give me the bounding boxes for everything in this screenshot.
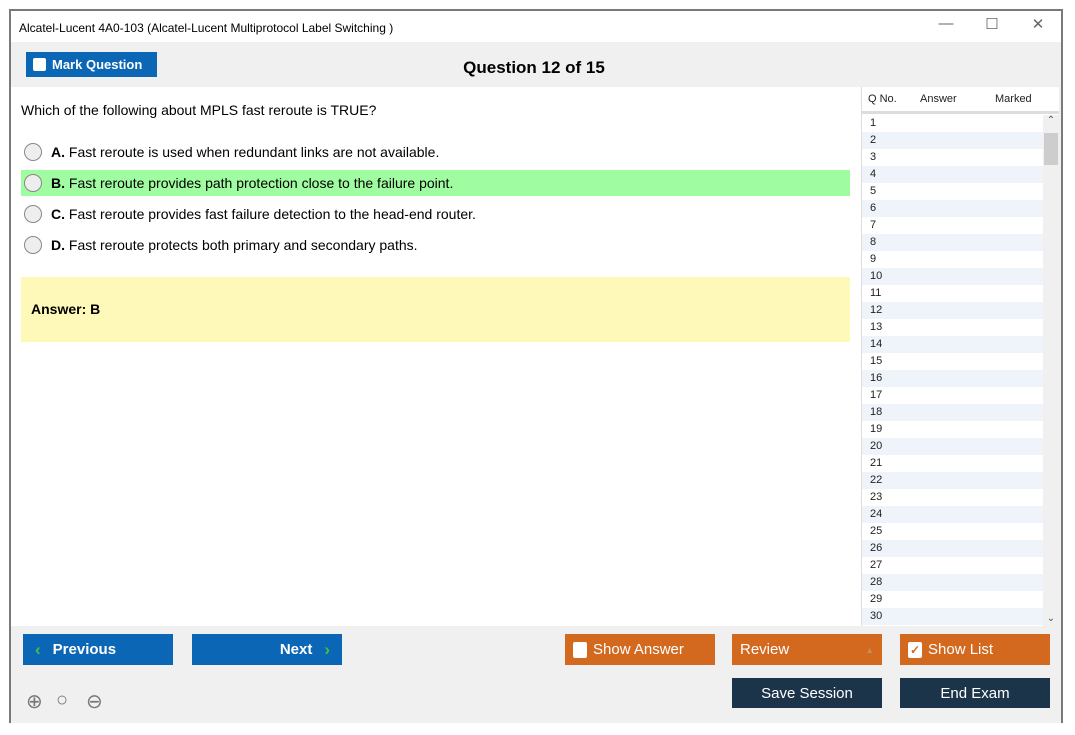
- question-text: Which of the following about MPLS fast r…: [21, 102, 377, 118]
- radio-button[interactable]: [24, 143, 42, 161]
- list-row[interactable]: 27: [870, 559, 883, 571]
- show-list-label: Show List: [928, 641, 994, 658]
- end-exam-button[interactable]: End Exam: [900, 678, 1050, 708]
- scrollbar[interactable]: ⌃ ⌄: [1043, 115, 1059, 626]
- previous-button[interactable]: ‹ Previous: [23, 634, 173, 665]
- list-row[interactable]: 19: [870, 423, 883, 435]
- question-list: Q No. Answer Marked 1 2 3 4 5 6 7 8 9 10 11 12 13 14 1…: [861, 87, 1059, 626]
- option-c[interactable]: C. Fast reroute provides fast failure de…: [21, 201, 850, 227]
- previous-label: Previous: [52, 641, 117, 658]
- list-row[interactable]: 30: [862, 608, 1044, 625]
- mark-question-button[interactable]: Mark Question: [26, 52, 157, 77]
- window-title: Alcatel-Lucent 4A0-103 (Alcatel-Lucent M…: [19, 21, 394, 35]
- option-text: Fast reroute is used when redundant link…: [68, 144, 440, 160]
- review-label: Review: [740, 641, 790, 658]
- option-text: Fast reroute protects both primary and s…: [68, 237, 418, 253]
- list-row[interactable]: 26: [862, 540, 1044, 557]
- list-row[interactable]: 6: [862, 200, 1044, 217]
- show-answer-label: Show Answer: [593, 641, 684, 658]
- option-d[interactable]: D. Fast reroute protects both primary an…: [21, 232, 850, 258]
- zoom-in-icon[interactable]: ⊕: [26, 691, 43, 713]
- save-session-button[interactable]: Save Session: [732, 678, 882, 708]
- option-b[interactable]: B. Fast reroute provides path protection…: [21, 170, 850, 196]
- list-row[interactable]: 29: [870, 593, 883, 605]
- question-area: Which of the following about MPLS fast r…: [11, 87, 861, 626]
- list-row[interactable]: 12: [862, 302, 1044, 319]
- option-text: Fast reroute provides fast failure detec…: [68, 206, 476, 222]
- list-row[interactable]: 18: [862, 404, 1044, 421]
- next-button[interactable]: Next ›: [192, 634, 342, 665]
- list-row[interactable]: 13: [870, 321, 883, 333]
- list-row[interactable]: 17: [870, 389, 883, 401]
- radio-button[interactable]: [24, 205, 42, 223]
- header-qno: Q No.: [868, 93, 897, 105]
- list-row[interactable]: 21: [870, 457, 883, 469]
- bottom-bar: ‹ Previous Next › Show Answer Review ▲ ✓ Sho…: [11, 626, 1061, 723]
- list-row[interactable]: 20: [862, 438, 1044, 455]
- list-row[interactable]: 3: [870, 151, 877, 163]
- toolbar: Mark Question Question 12 of 15: [11, 42, 1061, 87]
- chevron-left-icon: ‹: [35, 639, 41, 659]
- option-a[interactable]: A. Fast reroute is used when redundant l…: [21, 139, 850, 165]
- zoom-reset-icon[interactable]: ○: [56, 689, 69, 711]
- list-row[interactable]: 25: [870, 525, 883, 537]
- caret-up-icon: ▲: [865, 644, 874, 655]
- title-bar: Alcatel-Lucent 4A0-103 (Alcatel-Lucent M…: [11, 11, 1061, 42]
- next-label: Next: [279, 641, 313, 658]
- option-letter: B.: [51, 175, 65, 191]
- list-row[interactable]: 28: [862, 574, 1044, 591]
- option-letter: D.: [51, 237, 65, 253]
- checkbox-icon: [573, 641, 587, 658]
- list-row[interactable]: 4: [862, 166, 1044, 183]
- maximize-button[interactable]: ☐: [985, 16, 999, 33]
- mark-label: Mark Question: [52, 57, 143, 72]
- list-row[interactable]: 24: [862, 506, 1044, 523]
- checkbox-icon: [33, 58, 46, 71]
- list-row[interactable]: 23: [870, 491, 883, 503]
- list-row[interactable]: 15: [870, 355, 883, 367]
- option-letter: C.: [51, 206, 65, 222]
- show-list-button[interactable]: ✓ Show List: [900, 634, 1050, 665]
- list-row[interactable]: 22: [862, 472, 1044, 489]
- app-window: Alcatel-Lucent 4A0-103 (Alcatel-Lucent M…: [9, 9, 1063, 723]
- list-row[interactable]: 7: [870, 219, 877, 231]
- list-row[interactable]: 11: [870, 287, 882, 299]
- list-row[interactable]: 9: [870, 253, 877, 265]
- radio-button[interactable]: [24, 174, 42, 192]
- header-marked: Marked: [995, 93, 1032, 105]
- list-row[interactable]: 10: [862, 268, 1044, 285]
- checkmark-icon: ✓: [908, 641, 922, 658]
- option-letter: A.: [51, 144, 65, 160]
- review-dropdown[interactable]: Review ▲: [732, 634, 882, 665]
- list-row[interactable]: 5: [870, 185, 877, 197]
- radio-button[interactable]: [24, 236, 42, 254]
- close-button[interactable]: ✕: [1031, 16, 1045, 33]
- list-row[interactable]: 14: [862, 336, 1044, 353]
- scrollbar-thumb[interactable]: [1044, 133, 1058, 165]
- answer-box: Answer: B: [21, 277, 850, 342]
- chevron-right-icon: ›: [324, 639, 330, 659]
- list-row[interactable]: 8: [862, 234, 1044, 251]
- header-answer: Answer: [920, 93, 957, 105]
- show-answer-button[interactable]: Show Answer: [565, 634, 715, 665]
- list-row[interactable]: 2: [862, 132, 1044, 149]
- option-text: Fast reroute provides path protection cl…: [68, 175, 454, 191]
- list-row[interactable]: 1: [870, 117, 877, 129]
- list-row[interactable]: 16: [862, 370, 1044, 387]
- scroll-up-icon[interactable]: ⌃: [1046, 115, 1056, 126]
- list-header: Q No. Answer Marked: [862, 87, 1059, 114]
- question-counter: Question 12 of 15: [463, 58, 605, 77]
- scroll-down-icon[interactable]: ⌄: [1046, 613, 1056, 624]
- minimize-button[interactable]: —: [938, 15, 954, 32]
- zoom-out-icon[interactable]: ⊖: [86, 691, 103, 713]
